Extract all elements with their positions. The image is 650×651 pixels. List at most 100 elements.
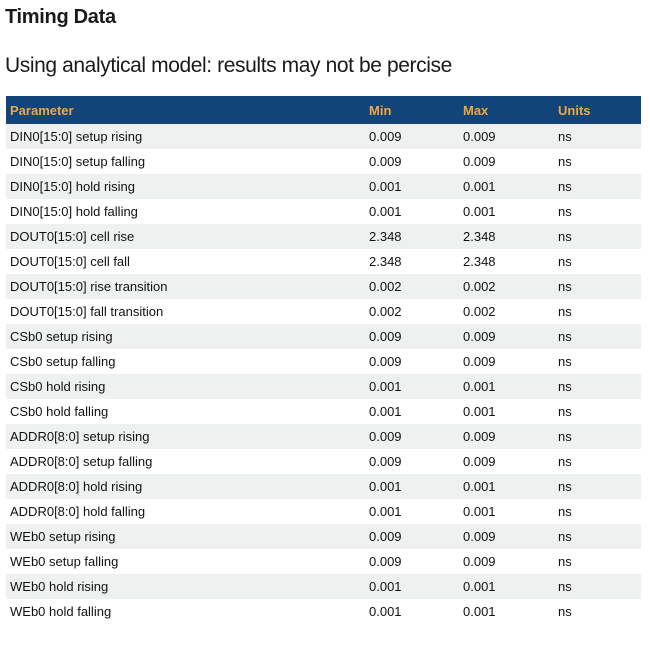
cell-units: ns bbox=[558, 304, 572, 319]
table-row: DIN0[15:0] setup falling 0.009 0.009 ns bbox=[6, 149, 641, 174]
page-title: Timing Data bbox=[5, 6, 116, 28]
table-row: DIN0[15:0] hold falling 0.001 0.001 ns bbox=[6, 199, 641, 224]
cell-units: ns bbox=[558, 454, 572, 469]
cell-units: ns bbox=[558, 179, 572, 194]
cell-units: ns bbox=[558, 354, 572, 369]
cell-max: 0.009 bbox=[463, 429, 496, 444]
cell-parameter: WEb0 hold rising bbox=[10, 579, 109, 594]
cell-max: 0.002 bbox=[463, 304, 496, 319]
cell-max: 0.001 bbox=[463, 379, 496, 394]
cell-min: 0.001 bbox=[369, 179, 402, 194]
cell-max: 0.001 bbox=[463, 604, 496, 619]
cell-parameter: DOUT0[15:0] cell fall bbox=[10, 254, 130, 269]
cell-parameter: ADDR0[8:0] setup rising bbox=[10, 429, 150, 444]
cell-max: 0.009 bbox=[463, 529, 496, 544]
cell-parameter: CSb0 setup rising bbox=[10, 329, 113, 344]
cell-min: 0.009 bbox=[369, 129, 402, 144]
cell-parameter: DOUT0[15:0] cell rise bbox=[10, 229, 135, 244]
cell-max: 0.001 bbox=[463, 204, 496, 219]
column-header-parameter: Parameter bbox=[6, 96, 365, 124]
cell-parameter: CSb0 hold falling bbox=[10, 404, 109, 419]
cell-max: 0.009 bbox=[463, 454, 496, 469]
cell-parameter: DIN0[15:0] hold falling bbox=[10, 204, 138, 219]
table-row: DOUT0[15:0] cell rise 2.348 2.348 ns bbox=[6, 224, 641, 249]
cell-min: 0.001 bbox=[369, 204, 402, 219]
cell-min: 0.009 bbox=[369, 354, 402, 369]
table-row: DOUT0[15:0] cell fall 2.348 2.348 ns bbox=[6, 249, 641, 274]
cell-min: 2.348 bbox=[369, 229, 402, 244]
cell-units: ns bbox=[558, 429, 572, 444]
cell-min: 0.001 bbox=[369, 579, 402, 594]
table-row: WEb0 hold falling 0.001 0.001 ns bbox=[6, 599, 641, 624]
cell-min: 0.009 bbox=[369, 529, 402, 544]
cell-units: ns bbox=[558, 154, 572, 169]
column-header-min: Min bbox=[365, 96, 459, 124]
table-row: DIN0[15:0] hold rising 0.001 0.001 ns bbox=[6, 174, 641, 199]
cell-units: ns bbox=[558, 604, 572, 619]
cell-max: 0.009 bbox=[463, 154, 496, 169]
cell-max: 0.001 bbox=[463, 579, 496, 594]
table-row: WEb0 setup rising 0.009 0.009 ns bbox=[6, 524, 641, 549]
cell-min: 2.348 bbox=[369, 254, 402, 269]
column-header-max: Max bbox=[459, 96, 554, 124]
table-row: DIN0[15:0] setup rising 0.009 0.009 ns bbox=[6, 124, 641, 149]
cell-max: 0.009 bbox=[463, 354, 496, 369]
cell-max: 0.001 bbox=[463, 179, 496, 194]
cell-units: ns bbox=[558, 379, 572, 394]
cell-min: 0.009 bbox=[369, 429, 402, 444]
table-header-row: Parameter Min Max Units bbox=[6, 96, 641, 124]
cell-parameter: CSb0 hold rising bbox=[10, 379, 106, 394]
cell-min: 0.002 bbox=[369, 279, 402, 294]
cell-min: 0.001 bbox=[369, 479, 402, 494]
cell-min: 0.009 bbox=[369, 454, 402, 469]
cell-max: 0.009 bbox=[463, 554, 496, 569]
table-row: WEb0 hold rising 0.001 0.001 ns bbox=[6, 574, 641, 599]
table-row: CSb0 hold falling 0.001 0.001 ns bbox=[6, 399, 641, 424]
cell-max: 0.002 bbox=[463, 279, 496, 294]
cell-parameter: ADDR0[8:0] hold rising bbox=[10, 479, 143, 494]
cell-max: 0.001 bbox=[463, 504, 496, 519]
cell-min: 0.001 bbox=[369, 404, 402, 419]
column-header-units: Units bbox=[554, 96, 641, 124]
cell-min: 0.009 bbox=[369, 554, 402, 569]
cell-parameter: CSb0 setup falling bbox=[10, 354, 116, 369]
table-row: DOUT0[15:0] rise transition 0.002 0.002 … bbox=[6, 274, 641, 299]
table-row: ADDR0[8:0] hold rising 0.001 0.001 ns bbox=[6, 474, 641, 499]
cell-min: 0.009 bbox=[369, 329, 402, 344]
cell-units: ns bbox=[558, 504, 572, 519]
cell-units: ns bbox=[558, 554, 572, 569]
cell-units: ns bbox=[558, 579, 572, 594]
cell-units: ns bbox=[558, 279, 572, 294]
cell-parameter: DIN0[15:0] setup rising bbox=[10, 129, 143, 144]
cell-min: 0.001 bbox=[369, 504, 402, 519]
table-row: WEb0 setup falling 0.009 0.009 ns bbox=[6, 549, 641, 574]
cell-max: 0.009 bbox=[463, 329, 496, 344]
cell-parameter: WEb0 setup rising bbox=[10, 529, 116, 544]
cell-units: ns bbox=[558, 129, 572, 144]
table-row: DOUT0[15:0] fall transition 0.002 0.002 … bbox=[6, 299, 641, 324]
cell-parameter: DIN0[15:0] hold rising bbox=[10, 179, 136, 194]
cell-units: ns bbox=[558, 229, 572, 244]
cell-max: 0.001 bbox=[463, 479, 496, 494]
table-row: ADDR0[8:0] setup falling 0.009 0.009 ns bbox=[6, 449, 641, 474]
cell-max: 2.348 bbox=[463, 254, 496, 269]
cell-units: ns bbox=[558, 529, 572, 544]
cell-min: 0.001 bbox=[369, 379, 402, 394]
cell-parameter: WEb0 hold falling bbox=[10, 604, 112, 619]
cell-max: 0.009 bbox=[463, 129, 496, 144]
cell-min: 0.002 bbox=[369, 304, 402, 319]
cell-parameter: WEb0 setup falling bbox=[10, 554, 119, 569]
table-row: CSb0 setup falling 0.009 0.009 ns bbox=[6, 349, 641, 374]
table-row: ADDR0[8:0] setup rising 0.009 0.009 ns bbox=[6, 424, 641, 449]
cell-parameter: DOUT0[15:0] fall transition bbox=[10, 304, 164, 319]
cell-min: 0.001 bbox=[369, 604, 402, 619]
cell-parameter: DOUT0[15:0] rise transition bbox=[10, 279, 168, 294]
cell-max: 2.348 bbox=[463, 229, 496, 244]
timing-table: Parameter Min Max Units DIN0[15:0] setup… bbox=[6, 96, 641, 624]
cell-max: 0.001 bbox=[463, 404, 496, 419]
cell-min: 0.009 bbox=[369, 154, 402, 169]
cell-units: ns bbox=[558, 404, 572, 419]
table-row: CSb0 setup rising 0.009 0.009 ns bbox=[6, 324, 641, 349]
cell-parameter: DIN0[15:0] setup falling bbox=[10, 154, 146, 169]
cell-units: ns bbox=[558, 329, 572, 344]
